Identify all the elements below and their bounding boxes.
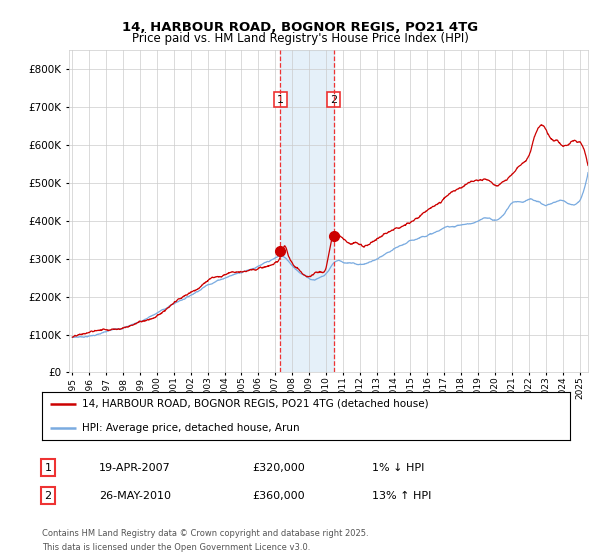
Text: 14, HARBOUR ROAD, BOGNOR REGIS, PO21 4TG: 14, HARBOUR ROAD, BOGNOR REGIS, PO21 4TG [122, 21, 478, 34]
Text: 19-APR-2007: 19-APR-2007 [99, 463, 171, 473]
Text: £360,000: £360,000 [252, 491, 305, 501]
Text: Contains HM Land Registry data © Crown copyright and database right 2025.: Contains HM Land Registry data © Crown c… [42, 529, 368, 538]
Text: Price paid vs. HM Land Registry's House Price Index (HPI): Price paid vs. HM Land Registry's House … [131, 32, 469, 45]
Text: 26-MAY-2010: 26-MAY-2010 [99, 491, 171, 501]
Text: 1: 1 [277, 95, 284, 105]
Text: £320,000: £320,000 [252, 463, 305, 473]
Bar [280, 50, 334, 372]
Text: 13% ↑ HPI: 13% ↑ HPI [372, 491, 431, 501]
Text: 1% ↓ HPI: 1% ↓ HPI [372, 463, 424, 473]
Text: HPI: Average price, detached house, Arun: HPI: Average price, detached house, Arun [82, 423, 299, 433]
Text: This data is licensed under the Open Government Licence v3.0.: This data is licensed under the Open Gov… [42, 543, 310, 552]
Text: 2: 2 [330, 95, 337, 105]
Text: 1: 1 [44, 463, 52, 473]
Text: 2: 2 [44, 491, 52, 501]
Text: 14, HARBOUR ROAD, BOGNOR REGIS, PO21 4TG (detached house): 14, HARBOUR ROAD, BOGNOR REGIS, PO21 4TG… [82, 399, 428, 409]
